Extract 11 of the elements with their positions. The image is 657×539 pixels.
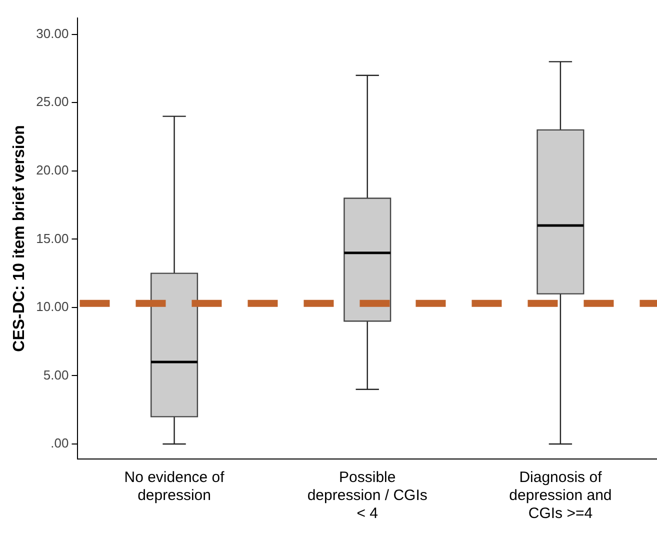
y-tick-label: 15.00 [36, 230, 69, 246]
y-tick-label: 10.00 [36, 299, 69, 314]
y-tick-label: 25.00 [36, 94, 69, 110]
y-axis-title: CES-DC: 10 item brief version [11, 125, 28, 352]
y-tick-label: 5.00 [43, 367, 69, 382]
y-tick-label: 30.00 [36, 26, 69, 41]
x-tick-label: No evidence of depression [124, 469, 226, 504]
x-tick-label: Diagnosis of depression and CGIs >=4 [509, 469, 612, 522]
y-tick-label: .00 [50, 436, 69, 451]
x-tick-label: Possible depression / CGIs < 4 [307, 469, 428, 522]
y-tick-label: 20.00 [36, 162, 69, 178]
